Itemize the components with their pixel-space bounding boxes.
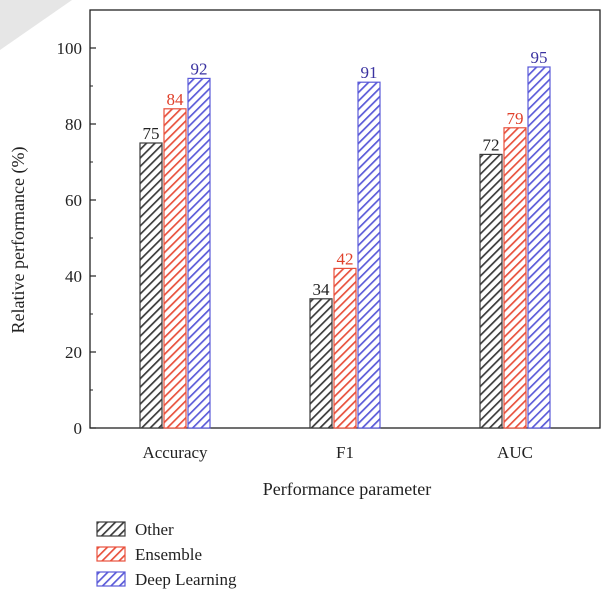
legend-label-ensemble: Ensemble xyxy=(135,545,202,564)
data-label-other-f1: 34 xyxy=(313,280,331,299)
bar-ensemble-f1 xyxy=(333,267,357,429)
y-tick-label: 40 xyxy=(65,267,82,286)
bar-deep-learning-f1 xyxy=(357,81,381,429)
x-tick-label-f1: F1 xyxy=(336,443,354,462)
legend-swatch-other xyxy=(96,521,126,537)
bar-other-accuracy xyxy=(139,142,163,429)
y-tick-label: 0 xyxy=(74,419,83,438)
data-label-other-accuracy: 75 xyxy=(143,124,160,143)
legend-swatch-ensemble xyxy=(96,546,126,562)
data-label-ensemble-accuracy: 84 xyxy=(167,90,185,109)
data-label-ensemble-f1: 42 xyxy=(337,249,354,268)
y-axis-label: Relative performance (%) xyxy=(8,147,29,334)
bar-deep-learning-accuracy xyxy=(187,77,211,429)
bar-ensemble-accuracy xyxy=(163,108,187,429)
data-label-ensemble-auc: 79 xyxy=(507,109,524,128)
corner-watermark xyxy=(0,0,72,50)
bar-ensemble-auc xyxy=(503,127,527,429)
data-label-deep-learning-auc: 95 xyxy=(531,48,548,67)
y-tick-label: 100 xyxy=(57,39,83,58)
legend-label-other: Other xyxy=(135,520,174,539)
data-label-deep-learning-f1: 91 xyxy=(361,63,378,82)
bar-deep-learning-auc xyxy=(527,66,551,429)
legend-label-deep-learning: Deep Learning xyxy=(135,570,237,589)
bar-other-f1 xyxy=(309,298,333,429)
x-tick-label-accuracy: Accuracy xyxy=(142,443,208,462)
bar-other-auc xyxy=(479,153,503,429)
y-tick-label: 20 xyxy=(65,343,82,362)
y-tick-label: 80 xyxy=(65,115,82,134)
data-label-deep-learning-accuracy: 92 xyxy=(191,59,208,78)
y-tick-label: 60 xyxy=(65,191,82,210)
x-tick-label-auc: AUC xyxy=(497,443,533,462)
legend-swatch-deep-learning xyxy=(96,571,126,587)
data-label-other-auc: 72 xyxy=(483,135,500,154)
x-axis-label: Performance parameter xyxy=(263,479,431,499)
legend: Other Ensemble Deep Learning xyxy=(96,520,237,589)
